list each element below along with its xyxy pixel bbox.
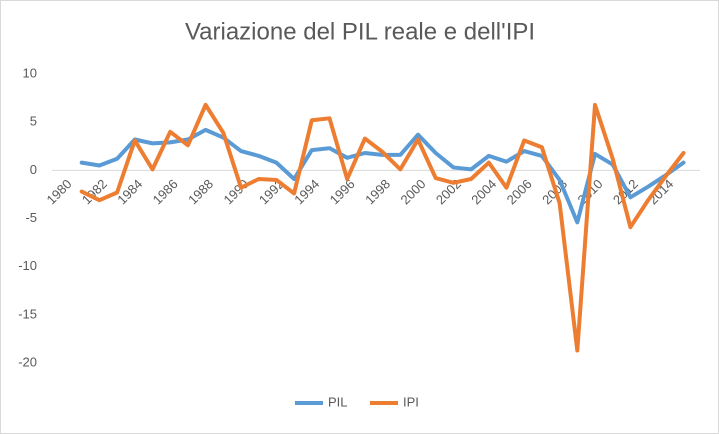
y-tick-label: -15 bbox=[18, 306, 37, 321]
legend-label: IPI bbox=[403, 394, 419, 409]
y-tick-label: -10 bbox=[18, 258, 37, 273]
chart-title: Variazione del PIL reale e dell'IPI bbox=[185, 18, 535, 45]
y-tick-label: 0 bbox=[30, 162, 37, 177]
series-line bbox=[79, 102, 686, 353]
y-tick-label: -5 bbox=[25, 210, 37, 225]
y-tick-label: 5 bbox=[30, 114, 37, 129]
y-tick-label: -20 bbox=[18, 354, 37, 369]
legend-label: PIL bbox=[328, 394, 348, 409]
y-tick-label: 10 bbox=[23, 65, 37, 80]
